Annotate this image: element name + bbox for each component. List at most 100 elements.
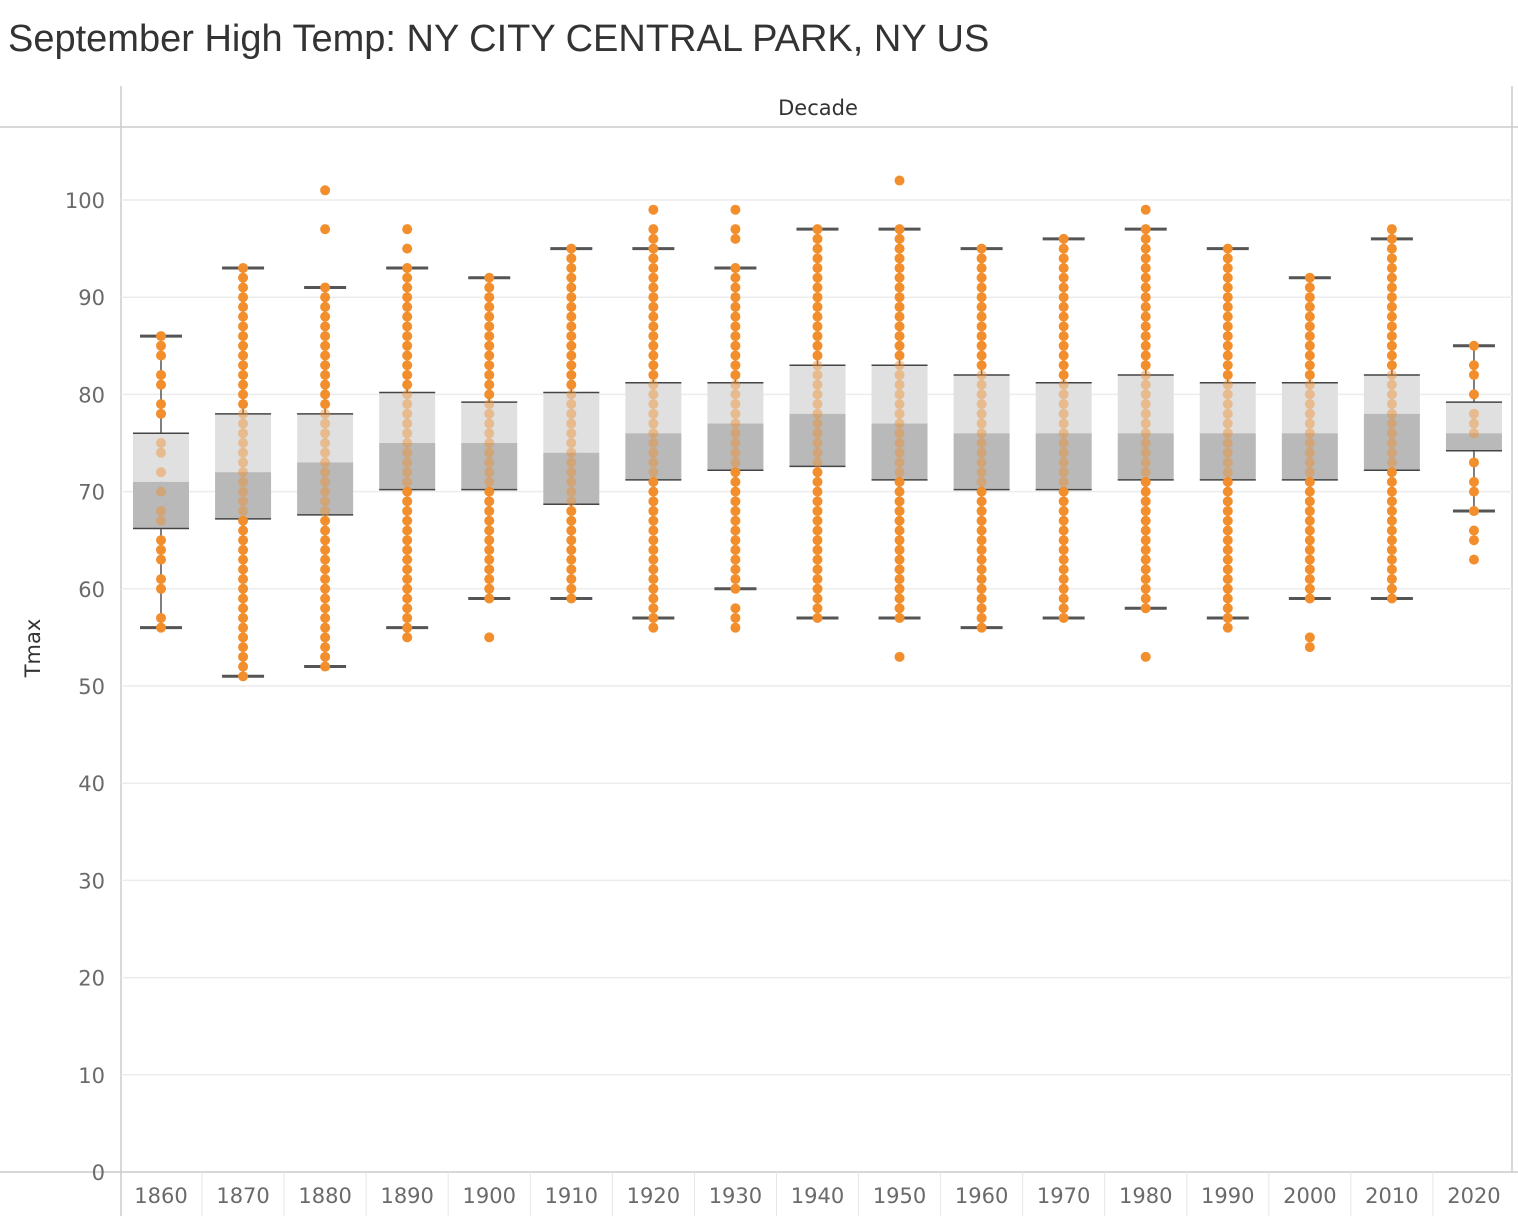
points-1900 [484,272,495,604]
data-point [1058,535,1069,546]
data-point [648,369,659,380]
data-point [320,515,331,526]
data-point [1140,564,1151,575]
outlier-point [730,612,741,623]
outlier-point [1222,622,1233,633]
points-1930 [730,263,741,594]
box-lower [953,433,1010,490]
data-point [1058,321,1069,332]
data-point [1058,340,1069,351]
data-point [1386,447,1397,458]
data-point [320,603,331,614]
data-point [402,525,413,536]
data-point [976,515,987,526]
data-point [238,360,249,371]
data-point [648,525,659,536]
data-point [976,340,987,351]
data-point [1386,535,1397,546]
data-point [320,535,331,546]
data-point [320,418,331,429]
points-2010 [1386,233,1397,604]
data-point [976,544,987,555]
data-point [238,311,249,322]
data-point [1058,574,1069,585]
data-point [238,593,249,604]
data-point [1140,418,1151,429]
outlier-point [1468,525,1479,536]
data-point [1140,301,1151,312]
data-point [976,272,987,283]
data-point [812,224,823,235]
data-point [976,428,987,439]
data-point [402,564,413,575]
data-point [1304,476,1315,487]
x-tick-label: 1940 [791,1184,844,1208]
data-point [894,311,905,322]
data-point [1140,263,1151,274]
data-point [894,243,905,254]
data-point [320,292,331,303]
data-point [730,535,741,546]
data-point [1386,301,1397,312]
data-point [1386,418,1397,429]
data-point [1222,457,1233,468]
data-point [1304,544,1315,555]
box-upper [625,382,682,434]
data-point [1386,525,1397,536]
data-point [484,321,495,332]
data-point [402,360,413,371]
data-point [730,389,741,400]
data-point [1468,418,1479,429]
data-point [1468,476,1479,487]
data-point [238,612,249,623]
data-point [1222,243,1233,254]
box-upper [1363,374,1420,414]
data-point [566,564,577,575]
data-point [156,438,166,448]
data-point [566,350,577,361]
points-2000 [1304,272,1315,604]
data-point [730,467,741,478]
data-point [1058,467,1069,478]
data-point [812,340,823,351]
data-point [976,583,987,594]
box-2020 [1445,344,1502,513]
data-point [1140,467,1151,478]
data-point [730,554,741,565]
data-point [1304,593,1315,604]
data-point [648,574,659,585]
data-point [894,447,905,458]
data-point [320,476,331,487]
box-upper [1199,382,1256,434]
data-point [894,457,905,468]
data-point [484,438,495,448]
data-point [1304,418,1315,429]
data-point [812,379,823,390]
box-lower [871,423,928,480]
data-point [402,506,413,517]
points-1860 [156,331,166,633]
data-point [1058,593,1069,604]
box-upper [1035,382,1092,434]
data-point [566,399,577,410]
outlier-point [1304,632,1315,643]
data-point [238,292,249,303]
data-point [238,671,249,682]
data-point [1304,447,1315,458]
data-point [1468,428,1479,439]
data-point [402,476,413,487]
data-point [1304,292,1315,303]
x-tick-label: 2010 [1365,1184,1418,1208]
data-point [1140,574,1151,585]
data-point [730,379,741,390]
points-1970 [1058,233,1069,623]
data-point [648,506,659,517]
data-point [648,457,659,468]
data-point [1386,438,1397,448]
points-1880 [320,282,331,672]
x-tick-label: 1970 [1037,1184,1090,1208]
data-point [1304,554,1315,565]
data-point [1304,399,1315,410]
data-point [812,282,823,293]
data-point [730,486,741,497]
